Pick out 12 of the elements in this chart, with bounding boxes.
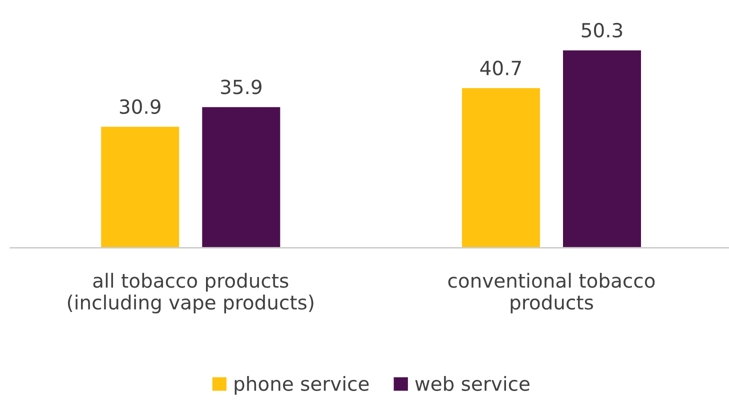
legend-label: phone service [234, 376, 369, 395]
data-label: 30.9 [120, 99, 160, 114]
bar [200, 106, 282, 248]
data-label: 35.9 [220, 80, 262, 94]
data-label: 40.7 [480, 60, 521, 76]
bar [100, 125, 181, 248]
x-tick-label: conventional tobacco products [448, 272, 655, 314]
bar [460, 86, 542, 248]
x-tick-label: all tobacco products (including vape products) [68, 272, 314, 314]
bar [562, 48, 642, 248]
data-label: 50.3 [582, 22, 622, 38]
legend-label: web service [415, 376, 530, 391]
